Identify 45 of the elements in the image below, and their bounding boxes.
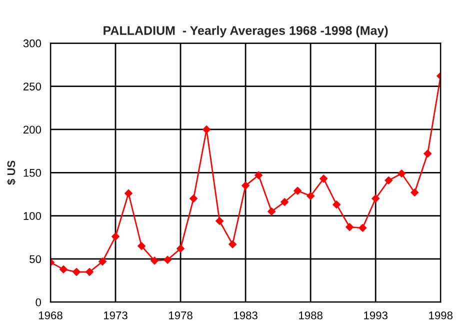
point bbox=[332, 200, 341, 209]
point bbox=[124, 189, 132, 198]
point bbox=[228, 240, 237, 248]
point bbox=[424, 150, 432, 158]
y-tick-label: 200 bbox=[23, 126, 42, 134]
y-tick-label: 300 bbox=[23, 39, 42, 48]
x-tick-label: 1988 bbox=[299, 311, 322, 320]
point bbox=[190, 194, 198, 202]
point bbox=[98, 258, 106, 266]
point bbox=[346, 223, 354, 231]
point bbox=[268, 208, 276, 216]
point bbox=[294, 186, 302, 195]
y-tick-label: 50 bbox=[30, 255, 42, 264]
point bbox=[254, 171, 263, 180]
chart-title: PALLADIUM - Yearly Averages 1968 -1998 (May) bbox=[104, 26, 388, 38]
point bbox=[410, 188, 419, 196]
point bbox=[358, 224, 367, 232]
y-tick-label: 150 bbox=[24, 168, 42, 177]
point bbox=[320, 174, 328, 183]
x-tick-label: 1978 bbox=[169, 311, 192, 320]
point bbox=[86, 268, 94, 276]
point bbox=[216, 217, 224, 225]
point bbox=[280, 198, 289, 206]
x-tick-label: 1973 bbox=[104, 311, 128, 320]
point bbox=[164, 256, 172, 264]
x-tick-label: 1983 bbox=[234, 311, 258, 320]
point bbox=[202, 126, 211, 134]
y-tick-label: 250 bbox=[23, 82, 42, 90]
point bbox=[72, 268, 80, 276]
point bbox=[306, 192, 315, 200]
point bbox=[112, 232, 120, 240]
y-tick-label: 100 bbox=[24, 212, 42, 220]
y-tick-label: 0 bbox=[36, 298, 42, 306]
x-tick-label: 1968 bbox=[38, 311, 62, 320]
point bbox=[138, 242, 146, 250]
point bbox=[384, 176, 393, 184]
point bbox=[242, 182, 250, 190]
x-tick-label: 1993 bbox=[364, 311, 388, 320]
point bbox=[60, 265, 68, 274]
y-axis-title: $ US bbox=[6, 160, 16, 185]
point bbox=[398, 170, 406, 178]
point bbox=[150, 256, 158, 265]
point bbox=[372, 194, 380, 202]
point bbox=[176, 244, 184, 253]
x-tick-label: 1998 bbox=[429, 311, 453, 320]
